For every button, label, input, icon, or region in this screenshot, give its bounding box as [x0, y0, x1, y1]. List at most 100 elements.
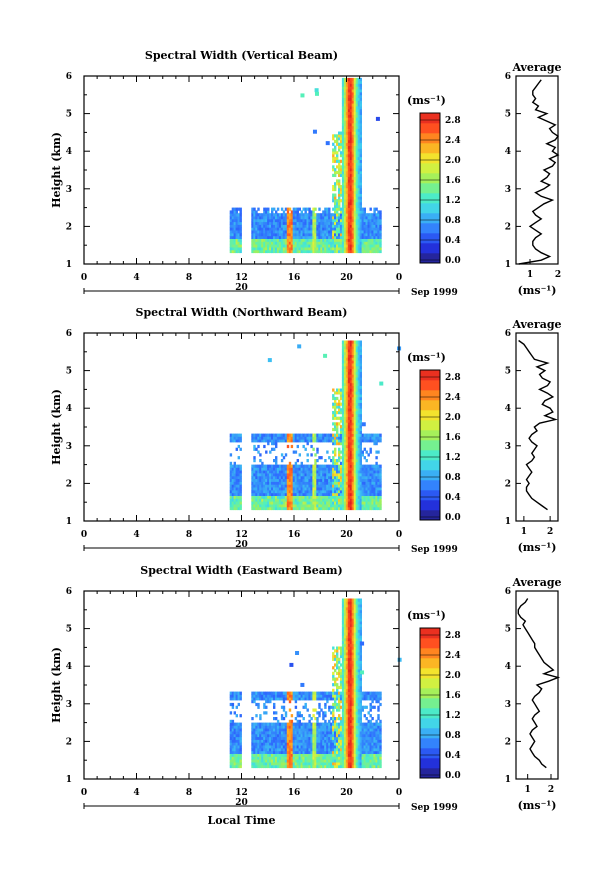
heatmap-cell: [267, 473, 270, 477]
heatmap-cell: [341, 134, 345, 138]
heatmap-cell: [343, 464, 347, 468]
heatmap-cell: [261, 467, 264, 471]
heatmap-cell: [347, 380, 351, 384]
heatmap-cell: [306, 238, 309, 242]
heatmap-cell: [314, 745, 317, 749]
heatmap-cell: [239, 714, 242, 718]
heatmap-cell: [338, 199, 341, 203]
heatmap-cell: [351, 168, 355, 172]
heatmap-cell: [345, 340, 349, 344]
heatmap-cell: [343, 106, 347, 110]
average-y-tick-label: 2: [505, 222, 511, 232]
heatmap-cell: [332, 688, 335, 692]
heatmap-cell: [341, 391, 345, 395]
heatmap-cell: [336, 402, 339, 406]
heatmap-cell: [259, 725, 262, 729]
heatmap-cell: [365, 436, 368, 440]
heatmap-cell: [357, 388, 361, 392]
heatmap-cell: [314, 764, 317, 769]
heatmap-cell: [314, 697, 317, 701]
heatmap-cell: [253, 230, 256, 234]
heatmap-cell: [365, 235, 368, 239]
heatmap-cell: [345, 425, 349, 429]
heatmap-cell: [345, 346, 349, 350]
heatmap-cell: [280, 725, 284, 729]
heatmap-cell: [365, 504, 368, 508]
heatmap-cell: [334, 233, 337, 237]
heatmap-cell: [259, 762, 262, 766]
heatmap-cell: [302, 475, 305, 480]
heatmap-cell: [369, 450, 372, 454]
heatmap-cell: [351, 346, 355, 350]
heatmap-cell: [265, 731, 268, 735]
heatmap-cell: [326, 722, 329, 726]
heatmap-cell: [292, 742, 296, 746]
heatmap-cell: [355, 504, 359, 508]
heatmap-cell: [357, 156, 361, 160]
heatmap-cell: [275, 218, 278, 223]
heatmap-cell: [334, 739, 337, 743]
heatmap-cell: [347, 473, 351, 477]
heatmap-cell: [377, 247, 380, 251]
heatmap-cell: [343, 202, 347, 206]
heatmap-cell: [233, 230, 236, 234]
y-tick-label: 6: [66, 329, 72, 339]
heatmap-cell: [373, 433, 376, 437]
heatmap-cell: [339, 238, 343, 242]
heatmap-cell: [278, 487, 282, 491]
heatmap-cell: [349, 148, 353, 152]
colorbar-segment: [420, 133, 440, 144]
heatmap-cell: [296, 490, 299, 494]
heatmap-cell: [261, 439, 264, 443]
heatmap-cell: [363, 218, 366, 223]
heatmap-cell: [326, 498, 329, 502]
heatmap-cell: [375, 490, 378, 494]
heatmap-cell: [357, 165, 361, 169]
heatmap-cell: [336, 139, 339, 144]
heatmap-cell: [288, 495, 292, 499]
heatmap-cell: [253, 481, 256, 485]
heatmap-cell: [261, 736, 264, 740]
heatmap-cell: [312, 464, 315, 468]
heatmap-cell: [255, 467, 258, 471]
heatmap-cell: [235, 227, 238, 231]
heatmap-cells: [229, 598, 402, 769]
heatmap-cell: [310, 210, 313, 214]
heatmap-cell: [341, 354, 345, 358]
heatmap-cell: [338, 506, 341, 511]
heatmap-cell: [345, 173, 349, 177]
heatmap-cell: [231, 235, 235, 239]
heatmap-cell: [286, 742, 290, 746]
heatmap-cell: [278, 467, 282, 471]
heatmap-cell: [355, 196, 359, 200]
heatmap-cell: [306, 745, 309, 749]
heatmap-cell: [235, 736, 238, 740]
heatmap-cell: [290, 467, 294, 471]
heatmap-cell: [355, 357, 359, 361]
heatmap-cell: [373, 501, 376, 505]
heatmap-cell: [338, 173, 341, 177]
heatmap-cell: [345, 461, 349, 465]
heatmap-cell: [345, 86, 349, 90]
heatmap-cell: [229, 235, 233, 239]
heatmap-cell: [324, 753, 327, 757]
heatmap-cell: [263, 484, 266, 488]
heatmap-cell: [312, 249, 315, 254]
heatmap-cell: [269, 736, 272, 740]
heatmap-cell: [361, 473, 364, 477]
heatmap-cell: [314, 506, 317, 511]
heatmap-cell: [286, 733, 290, 738]
heatmap-cell: [300, 230, 303, 234]
heatmap-cell: [351, 111, 355, 115]
heatmap-cell: [371, 247, 374, 251]
heatmap-cell: [229, 733, 233, 738]
heatmap-cell: [326, 490, 329, 494]
heatmap-cell: [332, 677, 335, 681]
heatmap-cell: [336, 210, 339, 214]
heatmap-cell: [353, 159, 357, 163]
heatmap-cell: [273, 447, 276, 451]
heatmap-cell: [273, 691, 276, 695]
heatmap-cell: [263, 230, 266, 234]
heatmap-cell: [271, 470, 274, 474]
heatmap-cell: [341, 402, 345, 406]
